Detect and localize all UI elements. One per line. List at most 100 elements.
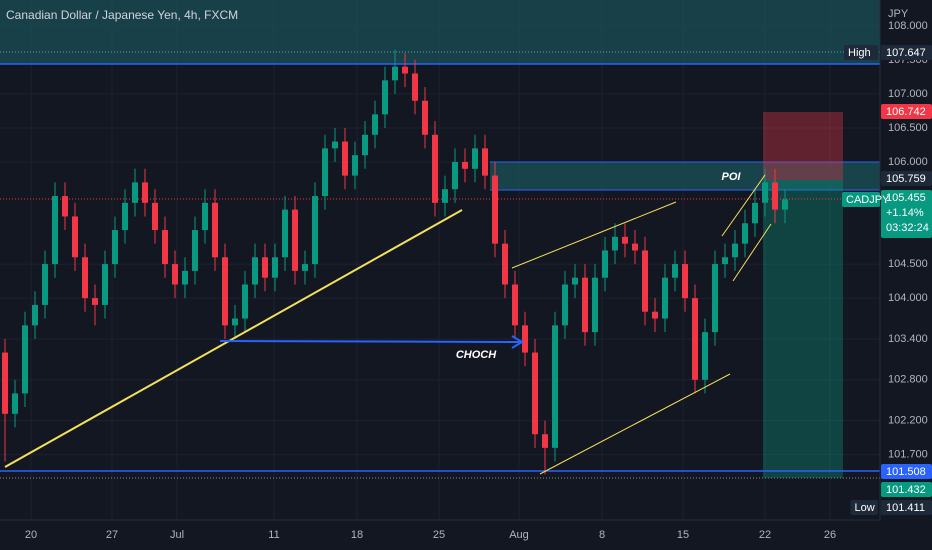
chart-title: Canadian Dollar / Japanese Yen, 4h, FXCM — [6, 8, 238, 22]
candle-body — [332, 141, 338, 149]
candle-body — [362, 134, 368, 156]
poi-zone — [490, 162, 880, 190]
candle-body — [32, 304, 38, 326]
y-tick-label: 107.000 — [888, 88, 928, 100]
candle-body — [72, 216, 78, 258]
price-change: +1.14% — [886, 207, 924, 219]
candle-body — [632, 243, 638, 251]
trend-line — [4, 209, 463, 468]
candle-body — [782, 199, 788, 210]
candle-body — [112, 230, 118, 265]
candle-body — [442, 189, 448, 203]
choch-label: CHOCH — [456, 349, 497, 361]
price-label: 101.508 — [886, 466, 926, 478]
candle-body — [702, 332, 708, 380]
candle-body — [552, 325, 558, 448]
candle-body — [412, 73, 418, 101]
candle-body — [762, 182, 768, 203]
candle-body — [82, 257, 88, 299]
price-label-box — [881, 171, 932, 186]
price-label-box — [881, 45, 932, 60]
price-label-name: High — [848, 47, 871, 59]
candle-body — [312, 196, 318, 265]
y-tick-label: 101.700 — [888, 449, 928, 461]
candle-body — [522, 325, 528, 353]
candle-body — [542, 434, 548, 448]
price-label-box — [881, 482, 932, 497]
candle-body — [242, 284, 248, 319]
price-label-box — [881, 104, 932, 119]
target-zone — [763, 180, 843, 478]
candle-body — [742, 223, 748, 244]
candle-body — [232, 318, 238, 326]
x-tick-label: Aug — [509, 529, 529, 541]
candle-body — [62, 196, 68, 217]
price-label: 106.742 — [886, 106, 926, 118]
candle-body — [722, 257, 728, 265]
price-label: 101.411 — [886, 502, 925, 514]
candle-body — [392, 66, 398, 81]
candle-body — [12, 393, 18, 414]
price-label-name-box — [842, 192, 880, 207]
wedge-top — [721, 174, 766, 237]
candle-body — [22, 325, 28, 394]
candle-body — [582, 277, 588, 333]
candle-body — [382, 80, 388, 115]
candle-body — [152, 202, 158, 231]
price-label: 105.455 — [886, 192, 926, 204]
channel-top — [511, 201, 677, 269]
y-tick-label: 108.000 — [888, 20, 928, 32]
currency: JPY — [888, 8, 909, 20]
candle-body — [662, 277, 668, 319]
axes: 108.000107.500107.000106.500106.000104.5… — [25, 20, 932, 541]
candle-body — [602, 250, 608, 278]
candle-body — [52, 196, 58, 265]
price-label-box — [881, 464, 932, 479]
y-tick-label: 106.500 — [888, 122, 928, 134]
x-tick-label: Jul — [170, 529, 184, 541]
candle-body — [692, 298, 698, 380]
candle-body — [282, 209, 288, 258]
candle-body — [172, 264, 178, 285]
time-axis — [0, 520, 880, 550]
candle-body — [162, 230, 168, 265]
candle-body — [432, 134, 438, 203]
candle-body — [342, 141, 348, 176]
candle-body — [402, 66, 408, 74]
stop-zone — [763, 112, 843, 180]
price-label-name: Low — [855, 502, 875, 514]
candle-body — [532, 352, 538, 435]
candle-body — [322, 148, 328, 197]
y-tick-label: 103.400 — [888, 333, 928, 345]
x-tick-label: 26 — [824, 529, 836, 541]
x-tick-label: 20 — [25, 529, 37, 541]
y-tick-label: 102.800 — [888, 374, 928, 386]
candle-body — [562, 284, 568, 326]
candle-body — [622, 236, 628, 244]
price-label-name-box — [850, 500, 878, 515]
candle-body — [272, 257, 278, 278]
x-tick-label: 8 — [599, 529, 605, 541]
y-tick-label: 104.500 — [888, 258, 928, 270]
candle-body — [772, 182, 778, 210]
countdown: 03:32:24 — [886, 222, 929, 234]
candle-body — [42, 264, 48, 305]
candle-body — [352, 155, 358, 176]
y-tick-label: 106.000 — [888, 156, 928, 168]
x-tick-label: 15 — [677, 529, 689, 541]
y-tick-label: 102.200 — [888, 415, 928, 427]
poi-label: POI — [722, 171, 742, 183]
price-label-name: CADJPY — [846, 194, 890, 206]
candle-body — [202, 202, 208, 231]
candle-body — [652, 311, 658, 319]
x-tick-label: 27 — [106, 529, 118, 541]
candle-body — [192, 230, 198, 271]
candle-body — [572, 277, 578, 285]
x-tick-label: 11 — [268, 529, 279, 541]
candle-body — [752, 202, 758, 224]
candle-body — [182, 270, 188, 285]
candle-body — [222, 257, 228, 326]
candle-body — [142, 182, 148, 203]
candle-body — [422, 100, 428, 135]
